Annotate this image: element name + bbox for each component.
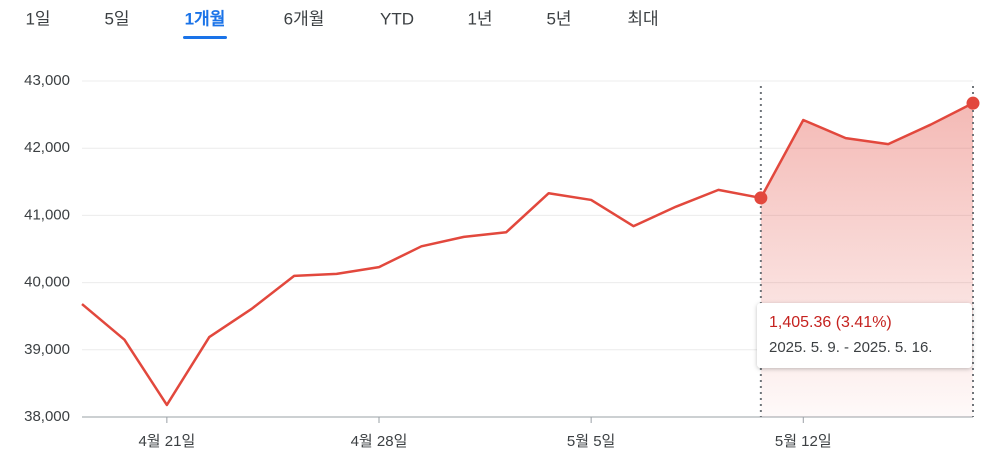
- y-tick-label: 38,000: [24, 408, 70, 425]
- y-tick-label: 42,000: [24, 139, 70, 156]
- x-tick-label: 5월 12일: [775, 433, 832, 450]
- y-tick-label: 40,000: [24, 274, 70, 291]
- y-tick-label: 41,000: [24, 206, 70, 223]
- tooltip-change: 1,405.36 (3.41%): [769, 314, 892, 331]
- x-tick-label: 4월 21일: [138, 433, 195, 450]
- range-tab[interactable]: 1개월: [185, 9, 226, 28]
- y-tick-label: 43,000: [24, 72, 70, 89]
- range-tab[interactable]: 5년: [546, 9, 571, 28]
- y-tick-label: 39,000: [24, 341, 70, 358]
- price-line: [81, 102, 974, 407]
- range-tab[interactable]: 1년: [467, 9, 492, 28]
- selection-point: [754, 191, 768, 205]
- tooltip-box: [757, 303, 972, 368]
- tooltip-range: 2025. 5. 9. - 2025. 5. 16.: [769, 339, 932, 356]
- range-tab[interactable]: 6개월: [284, 9, 325, 28]
- x-tick-label: 4월 28일: [351, 433, 408, 450]
- selection-point: [966, 96, 980, 110]
- tab-underline: [183, 36, 227, 39]
- x-tick-label: 5월 5일: [567, 433, 615, 450]
- range-tab[interactable]: 5일: [104, 9, 129, 28]
- range-tab[interactable]: YTD: [380, 9, 414, 28]
- selection-area: [760, 103, 973, 418]
- range-tab[interactable]: 1일: [25, 9, 50, 28]
- range-tab[interactable]: 최대: [627, 9, 658, 28]
